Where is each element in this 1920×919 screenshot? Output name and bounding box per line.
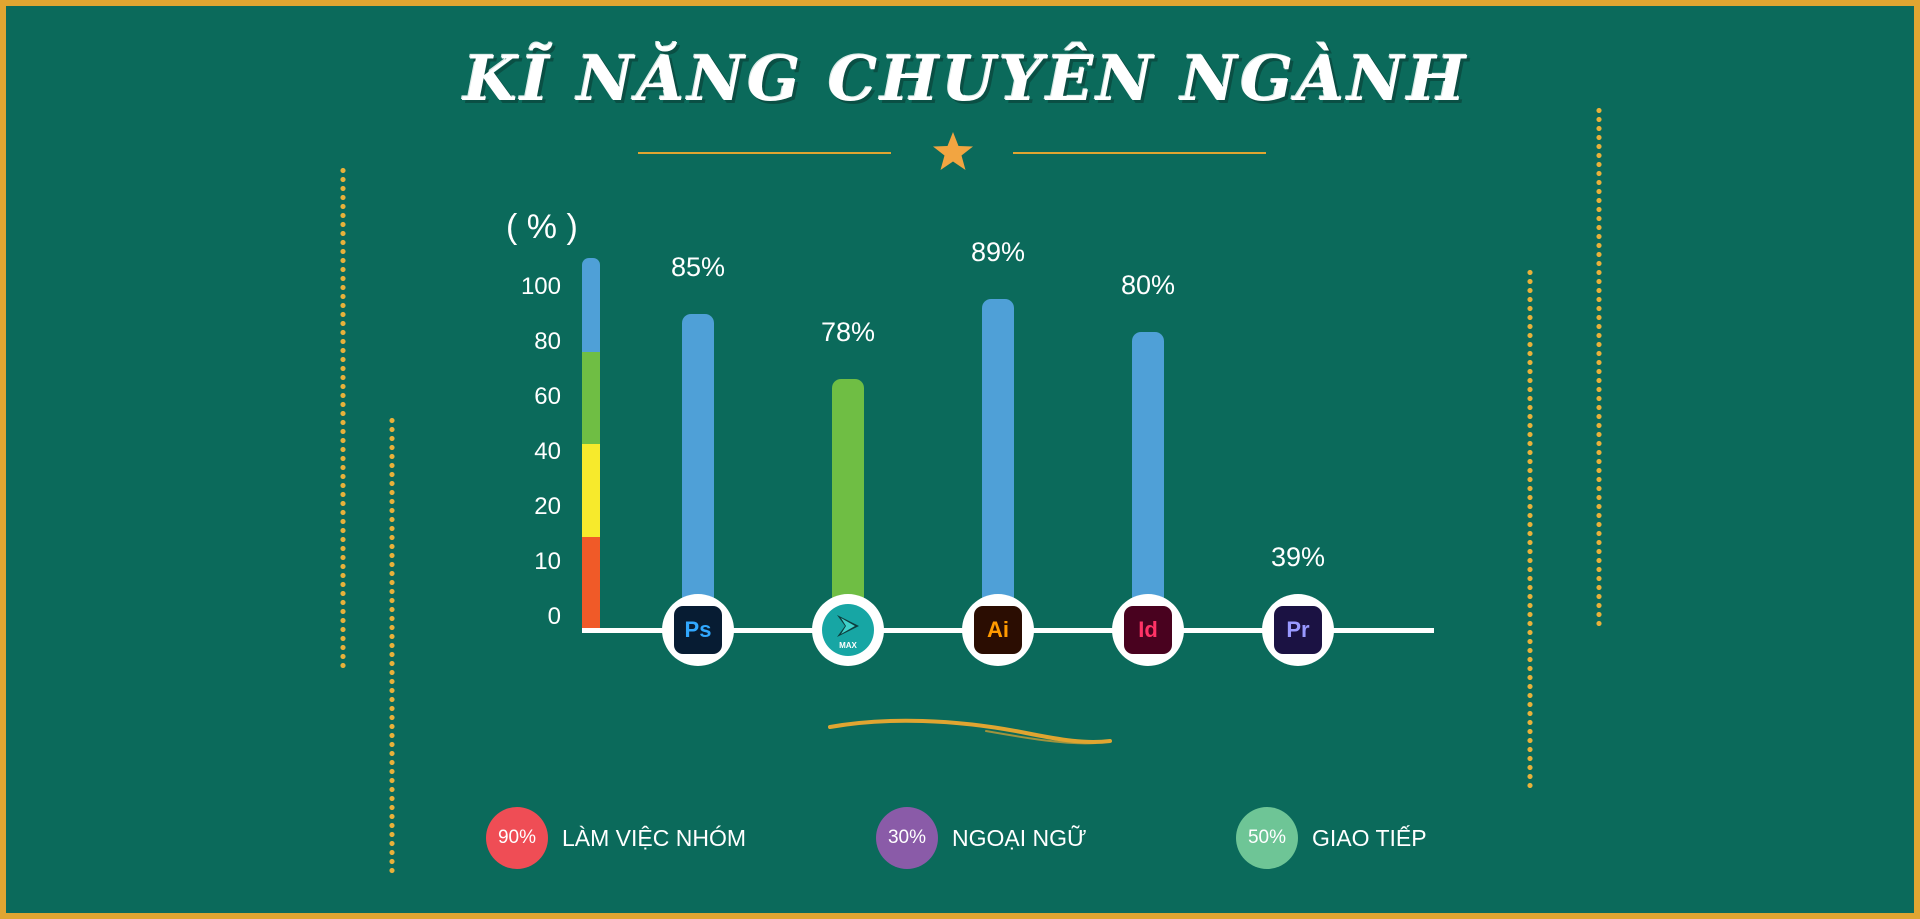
y-tick-label: 100 bbox=[520, 273, 561, 300]
legend-item: 30% NGOẠI NGỮ bbox=[876, 807, 1087, 869]
y-tick-label: 60 bbox=[534, 383, 561, 410]
swoosh-decoration bbox=[828, 718, 1112, 745]
app-icon-badge: Ps bbox=[662, 594, 734, 666]
dotted-line-decoration bbox=[1594, 106, 1604, 626]
legend-label: NGOẠI NGỮ bbox=[952, 824, 1087, 851]
photoshop-icon: Ps bbox=[674, 606, 722, 654]
y-tick-label: 20 bbox=[534, 493, 561, 520]
axis-unit-label: ( % ) bbox=[506, 208, 578, 246]
bar-value-label: 80% bbox=[1120, 270, 1176, 300]
legend-item: 90% LÀM VIỆC NHÓM bbox=[486, 807, 746, 869]
app-icon-badge: Pr bbox=[1262, 594, 1334, 666]
scale-segment bbox=[582, 535, 600, 629]
scale-segment bbox=[582, 258, 600, 352]
bar-value-label: 39% bbox=[1270, 541, 1326, 572]
scale-segment bbox=[582, 443, 600, 537]
star-icon bbox=[933, 132, 973, 170]
y-tick-label: 40 bbox=[534, 438, 561, 465]
y-tick-label: 10 bbox=[534, 548, 561, 575]
page-title: KĨ NĂNG CHUYÊN NGÀNH bbox=[463, 42, 1469, 115]
indesign-icon: Id bbox=[1124, 606, 1172, 654]
title-rule-right bbox=[1013, 152, 1266, 154]
legend-value-badge: 50% bbox=[1236, 807, 1298, 869]
illustrator-icon: Ai bbox=[974, 606, 1022, 654]
app-icon-badge: MAX bbox=[812, 594, 884, 666]
bar-value-label: 85% bbox=[670, 251, 726, 282]
y-tick-label: 0 bbox=[547, 603, 561, 630]
app-icon-badge: Ai bbox=[962, 594, 1034, 666]
dotted-line-decoration bbox=[1525, 268, 1535, 788]
title-rule-left bbox=[638, 152, 891, 154]
premiere-icon: Pr bbox=[1274, 606, 1322, 654]
bar bbox=[1132, 332, 1164, 628]
bar-value-label: 78% bbox=[820, 317, 876, 348]
icon-text: MAX bbox=[839, 641, 857, 650]
bar-value-label: 89% bbox=[970, 236, 1026, 267]
legend-item: 50% GIAO TIẾP bbox=[1236, 807, 1427, 869]
dotted-line-decoration bbox=[338, 166, 348, 671]
bar bbox=[832, 379, 864, 628]
3ds-max-icon: MAX bbox=[822, 604, 874, 656]
dotted-line-decoration bbox=[387, 416, 397, 876]
legend-label: LÀM VIỆC NHÓM bbox=[562, 824, 747, 851]
legend-label: GIAO TIẾP bbox=[1312, 824, 1427, 851]
legend-value-badge: 30% bbox=[876, 807, 938, 869]
bar bbox=[682, 313, 714, 628]
y-tick-label: 80 bbox=[534, 328, 561, 355]
bar bbox=[982, 298, 1014, 628]
legend-value-badge: 90% bbox=[486, 807, 548, 869]
app-icon-badge: Id bbox=[1112, 594, 1184, 666]
scale-segment bbox=[582, 350, 600, 444]
